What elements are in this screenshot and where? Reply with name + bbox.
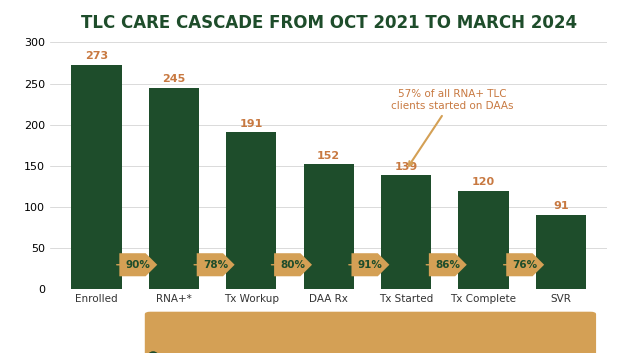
Ellipse shape bbox=[146, 351, 160, 353]
Text: 86%: 86% bbox=[435, 260, 460, 270]
Text: 76%: 76% bbox=[513, 260, 538, 270]
Text: 152: 152 bbox=[317, 151, 340, 161]
Text: 80%: 80% bbox=[280, 260, 305, 270]
FancyBboxPatch shape bbox=[145, 312, 596, 353]
Text: 273: 273 bbox=[85, 51, 108, 61]
Text: 120: 120 bbox=[472, 177, 495, 187]
Polygon shape bbox=[197, 253, 235, 276]
Text: 191: 191 bbox=[240, 119, 263, 129]
Polygon shape bbox=[120, 253, 157, 276]
Bar bbox=[458, 191, 508, 289]
Text: 245: 245 bbox=[162, 74, 185, 84]
Bar bbox=[149, 88, 199, 289]
Text: 139: 139 bbox=[394, 162, 418, 172]
Bar bbox=[381, 175, 431, 289]
Bar bbox=[71, 65, 121, 289]
Polygon shape bbox=[351, 253, 389, 276]
Text: 90%: 90% bbox=[126, 260, 151, 270]
Polygon shape bbox=[429, 253, 467, 276]
Title: TLC CARE CASCADE FROM OCT 2021 TO MARCH 2024: TLC CARE CASCADE FROM OCT 2021 TO MARCH … bbox=[81, 14, 577, 32]
Polygon shape bbox=[274, 253, 312, 276]
Bar bbox=[304, 164, 354, 289]
Text: 91%: 91% bbox=[358, 260, 383, 270]
Polygon shape bbox=[506, 253, 544, 276]
Bar bbox=[536, 215, 586, 289]
Bar bbox=[226, 132, 277, 289]
Text: 91: 91 bbox=[553, 201, 568, 211]
Text: 78%: 78% bbox=[203, 260, 228, 270]
Text: 57% of all RNA+ TLC
clients started on DAAs: 57% of all RNA+ TLC clients started on D… bbox=[391, 89, 514, 166]
